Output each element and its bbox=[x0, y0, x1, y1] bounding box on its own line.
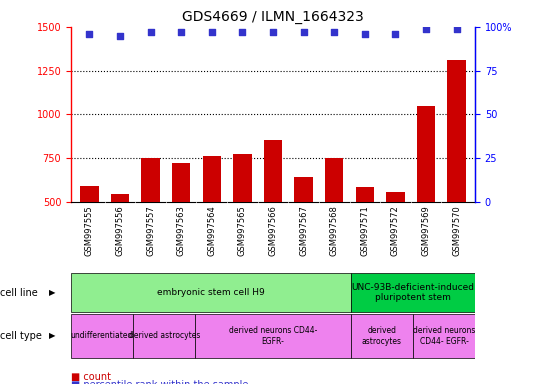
Text: GSM997565: GSM997565 bbox=[238, 205, 247, 256]
Text: GSM997563: GSM997563 bbox=[177, 205, 186, 256]
Text: ▶: ▶ bbox=[49, 288, 56, 297]
Bar bbox=[71, 314, 133, 358]
Bar bbox=[351, 314, 413, 358]
Bar bbox=[325, 158, 343, 289]
Bar bbox=[71, 273, 351, 312]
Bar bbox=[294, 177, 313, 289]
Bar bbox=[111, 194, 129, 289]
Text: UNC-93B-deficient-induced
pluripotent stem: UNC-93B-deficient-induced pluripotent st… bbox=[352, 283, 474, 303]
Point bbox=[85, 31, 94, 37]
Point bbox=[177, 29, 186, 35]
Bar bbox=[133, 314, 195, 358]
Bar bbox=[233, 154, 252, 289]
Bar bbox=[80, 186, 98, 289]
Bar bbox=[264, 139, 282, 289]
Point bbox=[391, 31, 400, 37]
Text: GSM997572: GSM997572 bbox=[391, 205, 400, 256]
Bar bbox=[448, 60, 466, 289]
Bar bbox=[351, 273, 475, 312]
Text: derived
astrocytes: derived astrocytes bbox=[362, 326, 402, 346]
Point bbox=[299, 29, 308, 35]
Text: GSM997556: GSM997556 bbox=[115, 205, 124, 256]
Text: GSM997566: GSM997566 bbox=[269, 205, 277, 256]
Text: GSM997569: GSM997569 bbox=[422, 205, 431, 256]
Bar bbox=[203, 156, 221, 289]
Text: undifferentiated: undifferentiated bbox=[71, 331, 133, 341]
Text: embryonic stem cell H9: embryonic stem cell H9 bbox=[157, 288, 265, 297]
Text: derived neurons
CD44- EGFR-: derived neurons CD44- EGFR- bbox=[413, 326, 475, 346]
Point bbox=[422, 26, 430, 32]
Text: GSM997555: GSM997555 bbox=[85, 205, 94, 256]
Bar bbox=[141, 158, 160, 289]
Point bbox=[146, 29, 155, 35]
Bar bbox=[172, 163, 191, 289]
Point bbox=[330, 29, 339, 35]
Point bbox=[360, 31, 369, 37]
Bar bbox=[413, 314, 475, 358]
Bar bbox=[386, 192, 405, 289]
Text: GSM997570: GSM997570 bbox=[452, 205, 461, 256]
Text: GSM997564: GSM997564 bbox=[207, 205, 216, 256]
Text: ▶: ▶ bbox=[49, 331, 56, 341]
Point bbox=[452, 26, 461, 32]
Point bbox=[116, 33, 124, 39]
Text: cell type: cell type bbox=[0, 331, 45, 341]
Point bbox=[269, 29, 277, 35]
Text: ■ percentile rank within the sample: ■ percentile rank within the sample bbox=[71, 380, 248, 384]
Text: GSM997571: GSM997571 bbox=[360, 205, 369, 256]
Bar bbox=[195, 314, 351, 358]
Bar bbox=[417, 106, 435, 289]
Text: GSM997557: GSM997557 bbox=[146, 205, 155, 256]
Text: GSM997567: GSM997567 bbox=[299, 205, 308, 256]
Bar bbox=[355, 187, 374, 289]
Text: GSM997568: GSM997568 bbox=[330, 205, 339, 256]
Text: ■ count: ■ count bbox=[71, 372, 111, 382]
Title: GDS4669 / ILMN_1664323: GDS4669 / ILMN_1664323 bbox=[182, 10, 364, 25]
Point bbox=[207, 29, 216, 35]
Text: cell line: cell line bbox=[0, 288, 41, 298]
Point bbox=[238, 29, 247, 35]
Text: derived neurons CD44-
EGFR-: derived neurons CD44- EGFR- bbox=[229, 326, 317, 346]
Text: derived astrocytes: derived astrocytes bbox=[128, 331, 200, 341]
